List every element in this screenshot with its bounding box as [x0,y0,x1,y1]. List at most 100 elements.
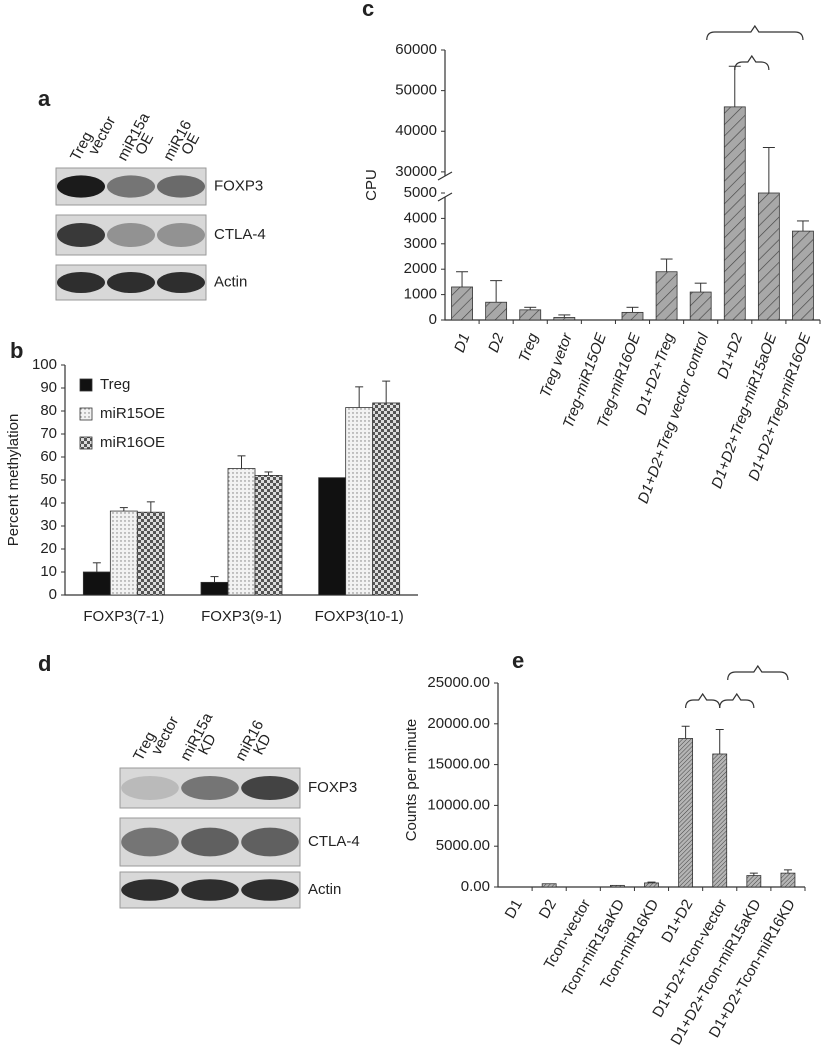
band-label: FOXP3 [214,177,263,194]
blot-band [57,272,105,293]
y-tick-label: 3000 [404,235,437,252]
legend-swatch [79,378,93,392]
blot-band [57,175,105,198]
x-tick-label: D1 [502,896,526,921]
panel-label: d [38,651,51,676]
legend-swatch [79,407,93,421]
bracket [727,664,789,681]
y-tick-label: 100 [32,356,57,373]
blot-band [107,175,155,198]
blot-band [107,223,155,247]
blot-band [121,827,179,857]
bar [485,301,508,321]
y-tick-label: 10 [40,563,57,580]
axis [497,683,805,888]
y-tick-label: 90 [40,379,57,396]
bar [655,271,678,321]
bracket [719,692,755,709]
bar [712,753,728,888]
y-tick-label: 40000 [395,122,437,139]
band-label: Actin [308,881,341,898]
blot-band [121,776,179,800]
bar [136,511,165,596]
x-tick-label: D1+D2+Treg vector control [635,330,713,505]
y-tick-label: 20000.00 [427,715,490,732]
y-tick-label: 0 [429,311,437,328]
blot-band [181,879,239,901]
axis-break [437,171,453,202]
y-tick-label: 50000 [395,82,437,99]
y-tick-label: 5000 [404,184,437,201]
y-tick-label: 30 [40,517,57,534]
y-tick-label: 40 [40,494,57,511]
y-tick-label: 5000.00 [436,837,490,854]
bar [746,875,762,888]
legend-label: miR16OE [100,434,165,451]
y-axis-label: CPU [363,169,380,201]
bar [780,872,796,888]
bar [227,468,256,596]
blot-band [241,776,299,800]
band-label: FOXP3 [308,779,357,796]
bar [541,883,557,888]
y-tick-label: 4000 [404,209,437,226]
bar [200,581,229,596]
y-tick-label: 70 [40,425,57,442]
blot-band [157,272,205,293]
x-tick-label: Treg vetor [537,330,576,400]
y-tick-label: 0.00 [461,878,490,895]
bracket [685,692,721,709]
panel-label: c [362,0,374,21]
blot-band [57,223,105,247]
y-tick-label: 80 [40,402,57,419]
blot-band [241,827,299,857]
legend-label: miR15OE [100,405,165,422]
bracket [706,24,804,41]
x-tick-label: D2 [536,896,560,921]
x-tick-label: D1 [451,331,474,355]
band-label: CTLA-4 [308,833,360,850]
blot-band [181,827,239,857]
x-tick-label: Treg [516,330,542,364]
bar [109,510,138,596]
band-label: CTLA-4 [214,226,266,243]
x-tick-label: FOXP3(9-1) [201,608,282,625]
y-tick-label: 10000.00 [427,796,490,813]
bar [345,407,374,596]
y-tick-label: 30000 [395,163,437,180]
bar [757,192,780,321]
x-tick-label: D1+D2 [714,330,746,381]
x-tick-label: FOXP3(10-1) [315,608,404,625]
bracket [734,54,770,71]
y-axis-label: Counts per minute [403,719,420,842]
blot-band [157,175,205,198]
panel-label: e [512,648,524,673]
bar [644,882,659,888]
y-tick-label: 2000 [404,260,437,277]
bar [678,738,694,888]
legend-label: Treg [100,376,130,393]
blot-band [157,223,205,247]
y-tick-label: 20 [40,540,57,557]
blot-band [107,272,155,293]
bar [621,311,644,321]
panel-label: b [10,338,23,363]
bar [553,317,576,321]
bar [372,402,401,596]
y-axis-label: Percent methylation [5,414,22,547]
bar [723,106,746,321]
band-label: Actin [214,273,247,290]
bar [254,474,283,596]
x-tick-label: FOXP3(7-1) [83,608,164,625]
y-tick-label: 25000.00 [427,674,490,691]
bar [451,286,473,321]
panel-label: a [38,86,51,111]
bar [519,309,542,321]
bar [318,477,347,596]
y-tick-label: 15000.00 [427,756,490,773]
x-tick-label: D2 [485,330,508,354]
bar [82,571,111,596]
blot-band [181,776,239,800]
blot-band [121,879,179,901]
